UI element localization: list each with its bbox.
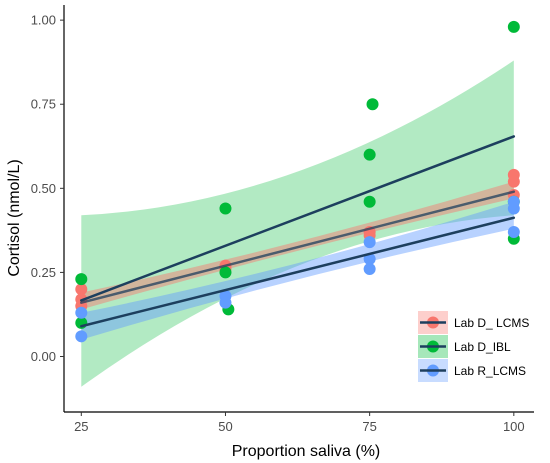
y-tick-label: 0.50 <box>31 181 56 196</box>
fit-lines <box>80 135 516 328</box>
confidence-bands <box>81 60 514 387</box>
tick-labels: 0.00 0.25 0.50 0.75 1.00 25 50 75 100 <box>31 13 525 434</box>
y-tick-label: 0.00 <box>31 349 56 364</box>
point-lab-r-lcms <box>507 202 520 215</box>
axes <box>60 5 534 416</box>
fit-line-lab-r-lcms <box>80 216 516 328</box>
x-tick-label: 50 <box>218 419 232 434</box>
point-lab-r-lcms <box>219 296 232 309</box>
x-tick-label: 75 <box>362 419 376 434</box>
y-tick-label: 1.00 <box>31 13 56 28</box>
y-axis-title: Cortisol (nmol/L) <box>6 159 23 276</box>
point-lab-r-lcms <box>363 236 376 249</box>
point-lab-d-ibl <box>75 273 88 286</box>
fit-line-lab-d-lcms <box>80 190 516 304</box>
legend-item-lab-r-lcms: Lab R_LCMS <box>418 359 526 382</box>
legend: Lab D_ LCMS Lab D_IBL Lab R_LCMS <box>418 311 529 382</box>
x-tick-label: 25 <box>74 419 88 434</box>
point-lab-d-lcms <box>75 283 88 296</box>
point-lab-r-lcms <box>507 226 520 239</box>
point-lab-d-ibl <box>363 195 376 208</box>
x-tick-label: 100 <box>503 419 525 434</box>
y-tick-label: 0.25 <box>31 265 56 280</box>
point-lab-d-ibl <box>507 20 520 33</box>
point-lab-d-ibl <box>366 98 379 111</box>
y-tick-label: 0.75 <box>31 97 56 112</box>
point-lab-d-ibl <box>363 148 376 161</box>
band-lab-d-ibl <box>81 60 514 387</box>
fit-line-lab-d-ibl <box>80 135 516 302</box>
legend-label: Lab D_IBL <box>454 340 511 354</box>
legend-item-lab-d-ibl: Lab D_IBL <box>418 335 511 358</box>
legend-label: Lab R_LCMS <box>454 364 526 378</box>
point-lab-d-ibl <box>219 202 232 215</box>
point-lab-d-lcms <box>507 175 520 188</box>
point-lab-d-ibl <box>219 266 232 279</box>
point-lab-r-lcms <box>363 252 376 265</box>
legend-item-lab-d-lcms: Lab D_ LCMS <box>418 311 529 334</box>
point-lab-r-lcms <box>363 263 376 276</box>
x-axis-title: Proportion saliva (%) <box>232 443 381 460</box>
band-lab-d-lcms <box>81 181 514 310</box>
point-lab-r-lcms <box>75 306 88 319</box>
legend-label: Lab D_ LCMS <box>454 316 529 330</box>
point-lab-r-lcms <box>75 330 88 343</box>
